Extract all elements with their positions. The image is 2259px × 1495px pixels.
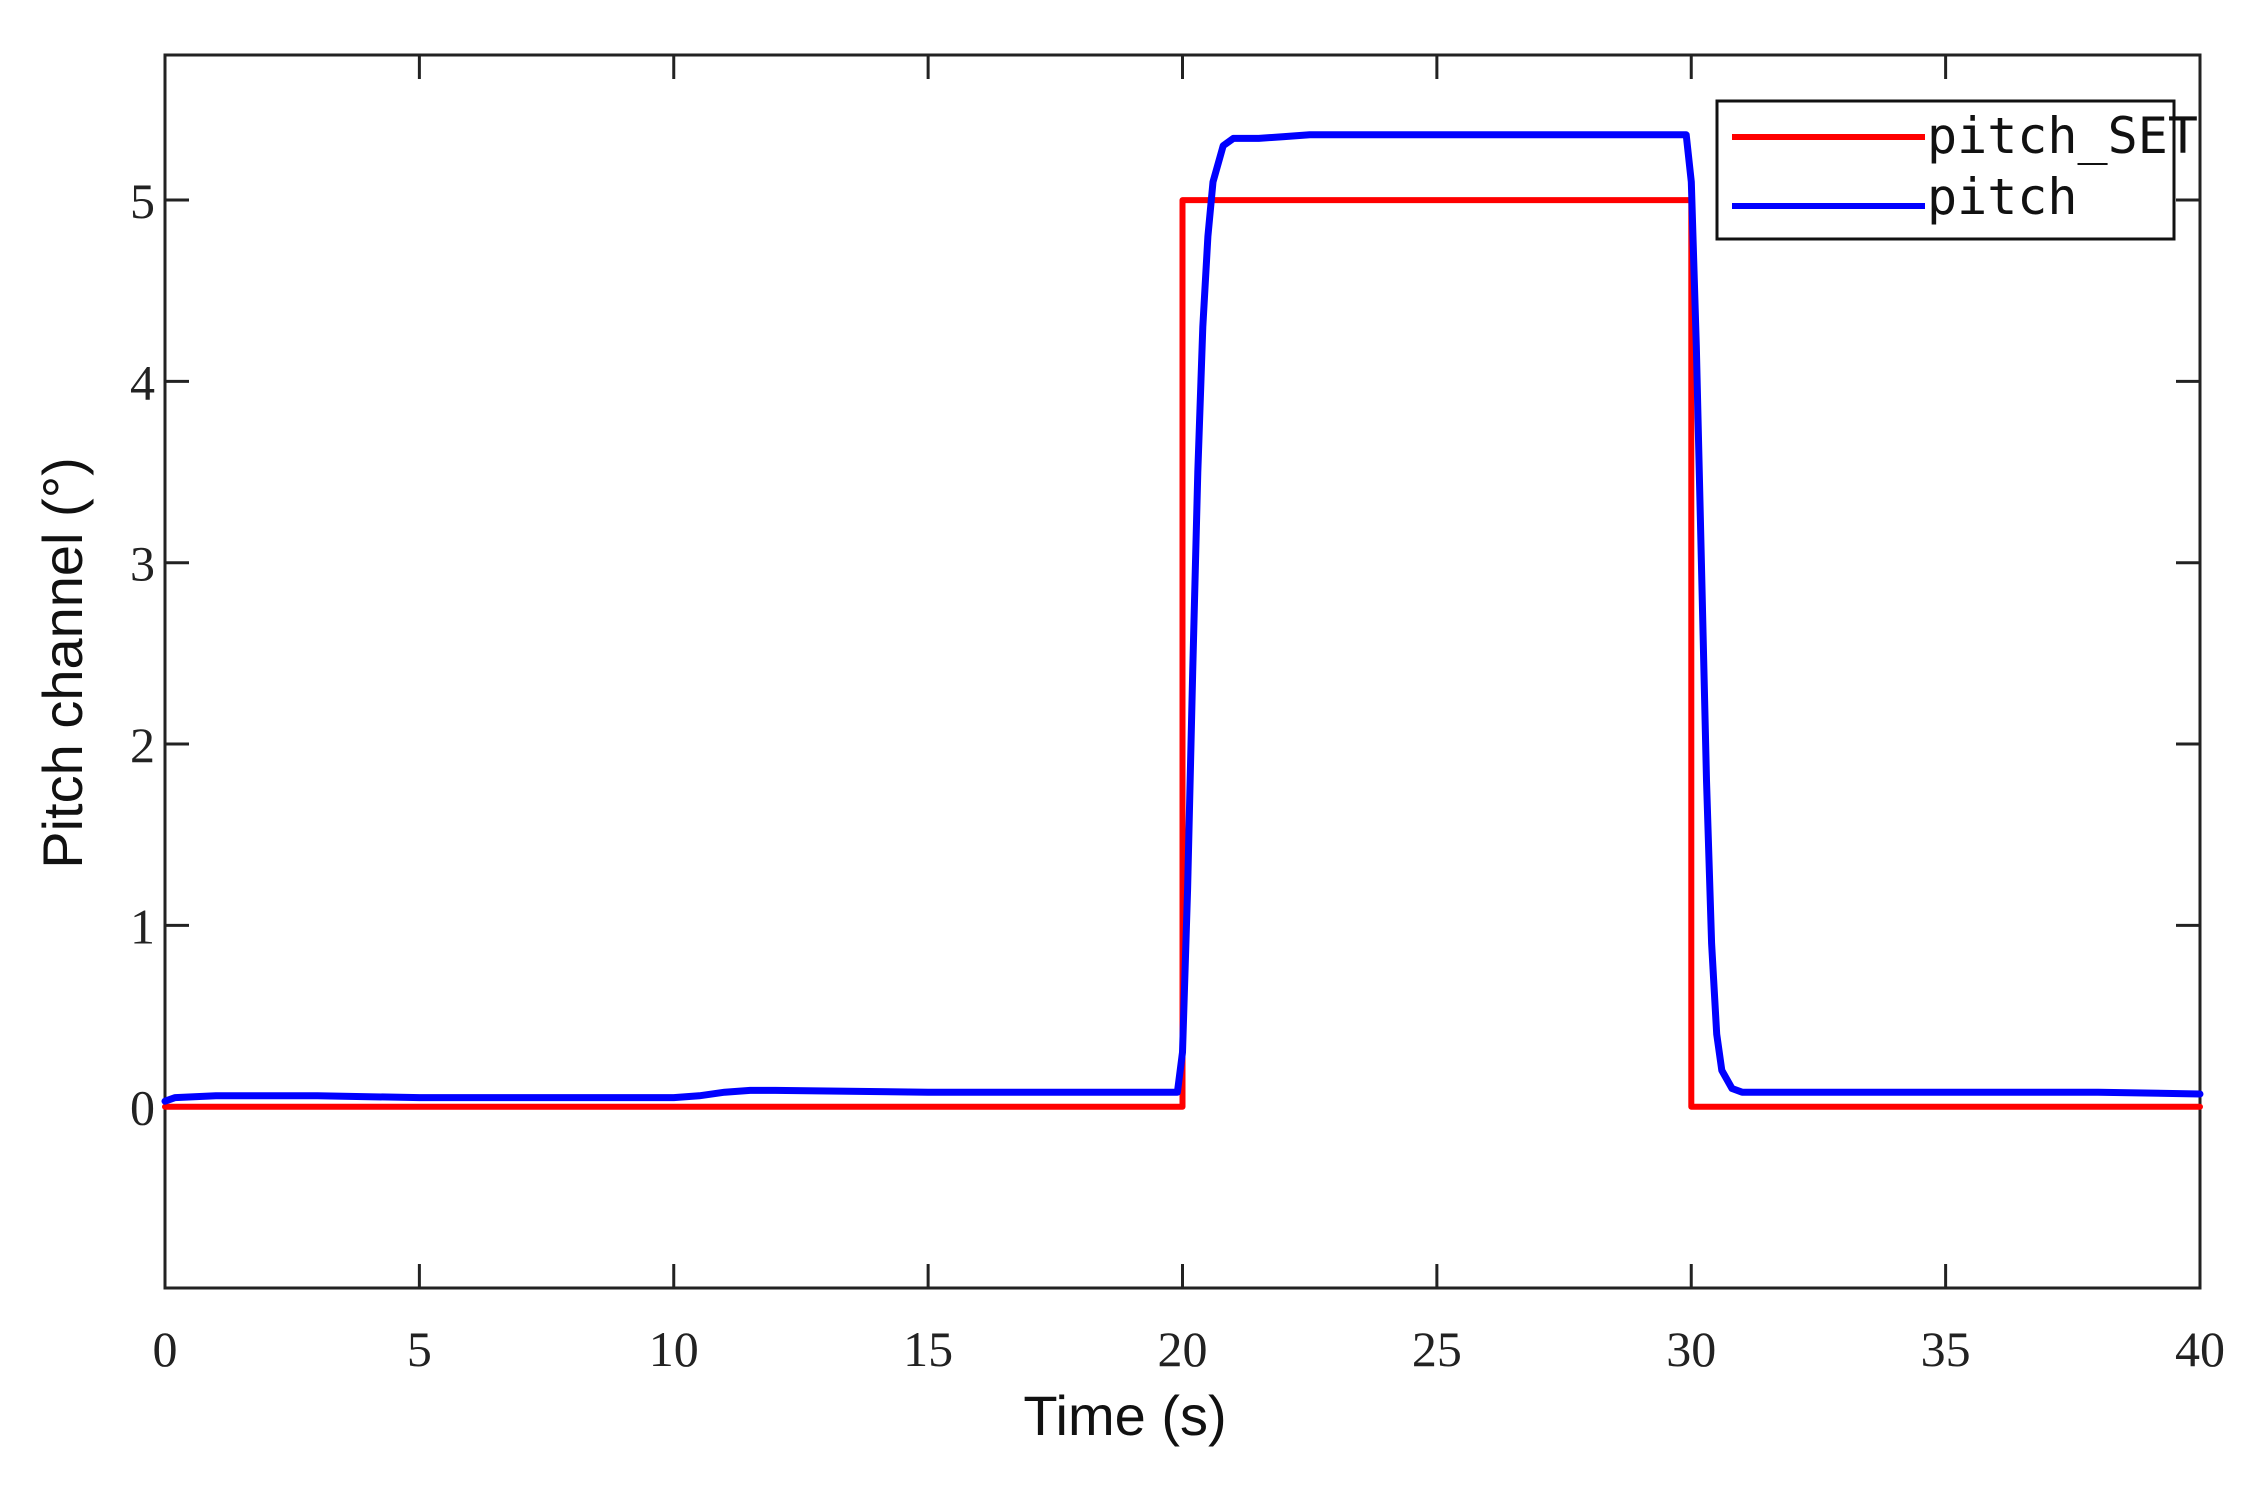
y-tick-label: 2: [130, 717, 155, 773]
y-tick-label: 4: [130, 354, 155, 410]
x-tick-label: 0: [153, 1321, 178, 1377]
x-tick-label: 35: [1921, 1321, 1971, 1377]
x-axis-ticks: 0 5 10 15 20 25 30 35 40: [153, 55, 2225, 1377]
y-axis-title: Pitch channel (°): [31, 457, 94, 868]
x-tick-label: 20: [1158, 1321, 1208, 1377]
x-tick-label: 40: [2175, 1321, 2225, 1377]
series-line-pitch: [161, 131, 2204, 1105]
x-tick-label: 25: [1412, 1321, 1462, 1377]
series-lines: [161, 131, 2204, 1110]
legend-label-pitch-set: pitch_SET: [1927, 107, 2198, 165]
y-tick-label: 5: [130, 173, 155, 229]
y-tick-label: 1: [130, 898, 155, 954]
legend-label-pitch: pitch: [1927, 168, 2078, 226]
x-tick-label: 10: [649, 1321, 699, 1377]
y-tick-label: 3: [130, 536, 155, 592]
legend-box: [1715, 99, 2176, 241]
x-axis-title: Time (s): [1023, 1384, 1226, 1447]
x-tick-label: 5: [407, 1321, 432, 1377]
x-tick-label: 30: [1666, 1321, 1716, 1377]
y-tick-label: 0: [130, 1080, 155, 1136]
series-line-pitch-set: [162, 197, 2203, 1110]
legend: pitch_SET pitch: [1715, 99, 2198, 241]
x-tick-label: 15: [903, 1321, 953, 1377]
